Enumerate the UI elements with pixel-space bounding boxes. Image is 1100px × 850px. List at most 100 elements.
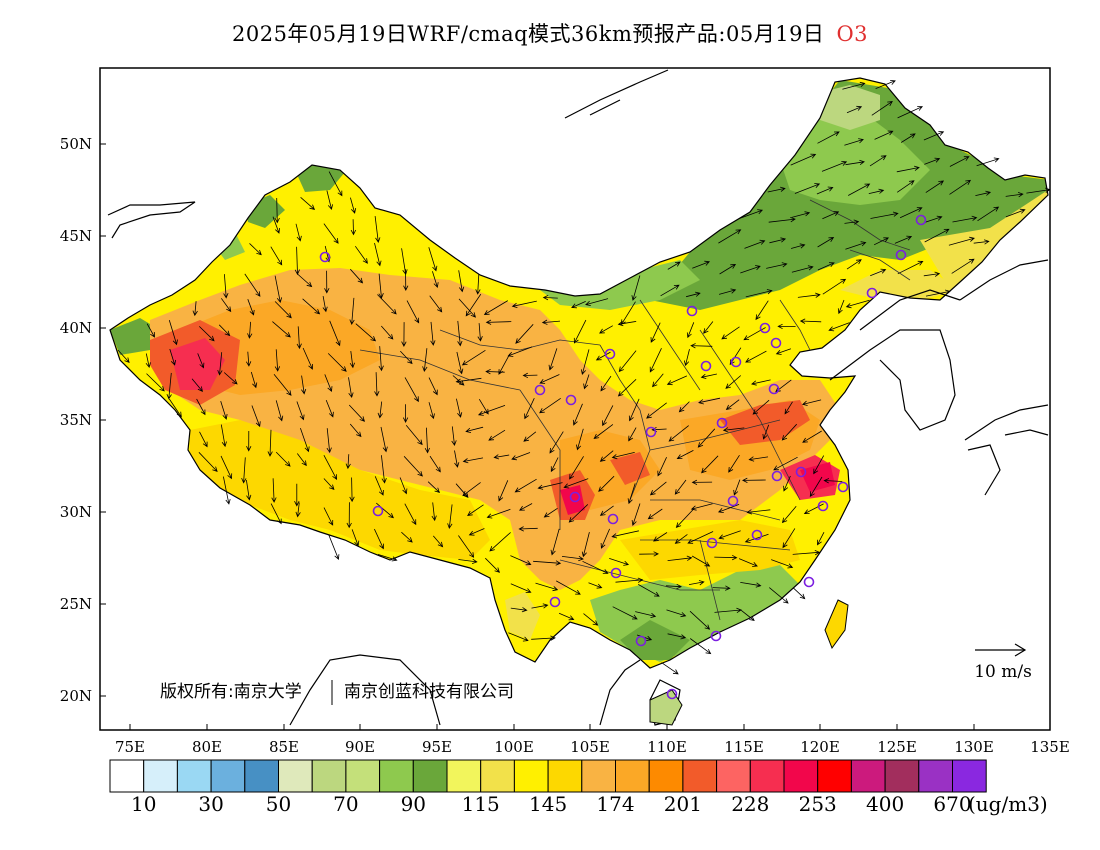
- city-marker: [610, 567, 622, 579]
- wind-arrow: [429, 295, 443, 313]
- wind-arrow: [198, 452, 218, 473]
- wind-arrow: [354, 245, 368, 264]
- city-marker: [751, 529, 763, 541]
- colorbar-label: 228: [731, 792, 769, 816]
- colorbar-unit: (ug/m3): [968, 792, 1048, 816]
- wind-arrow: [650, 322, 661, 343]
- copyright-text: 版权所有:南京大学: [160, 682, 302, 702]
- wind-arrow: [429, 455, 441, 473]
- wind-arrow: [767, 186, 786, 193]
- city-marker: [607, 513, 619, 525]
- colorbar-swatch: [581, 759, 616, 793]
- wind-arrow: [689, 638, 712, 655]
- wind-arrow: [270, 246, 283, 266]
- colorbar-swatch: [379, 759, 414, 793]
- wind-arrow: [405, 424, 423, 446]
- wind-arrow: [784, 401, 793, 415]
- wind-arrow: [725, 375, 742, 389]
- wind-arrow: [556, 580, 581, 595]
- colorbar-label: 50: [266, 792, 291, 816]
- wind-arrow: [422, 348, 428, 372]
- wind-arrow: [348, 377, 354, 399]
- wind-arrow: [424, 427, 430, 454]
- wind-arrow: [274, 197, 280, 224]
- wind-arrow: [274, 301, 292, 319]
- city-marker: [770, 337, 782, 349]
- wind-arrow: [549, 431, 564, 454]
- wind-arrow: [690, 503, 713, 511]
- colorbar-label: 30: [198, 792, 223, 816]
- city-marker: [319, 251, 331, 263]
- wind-arrow: [618, 350, 637, 373]
- wind-arrow: [511, 300, 537, 308]
- wind-arrow: [381, 455, 387, 484]
- wind-arrow: [600, 528, 610, 549]
- wind-arrow: [355, 323, 377, 342]
- wind-arrow: [498, 480, 509, 502]
- wind-arrow: [828, 322, 850, 332]
- wind-arrow: [270, 503, 282, 525]
- wind-arrow: [612, 606, 638, 620]
- wind-arrow: [349, 297, 355, 325]
- wind-arrow: [924, 228, 950, 243]
- wind-arrow: [223, 274, 229, 299]
- wind-arrow: [791, 211, 811, 218]
- wind-arrow: [274, 275, 283, 304]
- wind-arrow: [712, 585, 731, 591]
- wind-arrow: [272, 321, 291, 338]
- city-marker: [706, 537, 718, 549]
- wind-arrow: [599, 325, 613, 334]
- wind-arrow: [300, 427, 310, 453]
- wind-arrow: [462, 457, 484, 464]
- wind-arrow: [740, 582, 762, 588]
- wind-arrow: [294, 483, 300, 507]
- wind-arrow: [241, 457, 247, 484]
- wind-arrow: [722, 427, 745, 433]
- wind-arrow: [296, 326, 302, 350]
- city-marker: [866, 287, 878, 299]
- wind-arrow: [845, 299, 870, 309]
- wind-arrow: [247, 321, 253, 339]
- wind-arrow: [404, 377, 419, 403]
- wind-arrow: [740, 609, 755, 622]
- wind-arrow: [719, 263, 737, 275]
- wind-vector-field: [117, 80, 1050, 675]
- wind-arrow: [461, 349, 486, 366]
- city-marker: [372, 505, 384, 517]
- wind-arrow: [295, 502, 301, 518]
- colorbar-swatch: [311, 759, 347, 793]
- wind-arrow: [762, 424, 770, 440]
- wind-arrow: [489, 532, 511, 552]
- wind-arrow: [244, 273, 261, 297]
- wind-arrow: [896, 180, 915, 193]
- wind-arrow: [697, 428, 716, 448]
- colorbar-swatch: [143, 759, 178, 793]
- wind-arrow: [350, 219, 357, 236]
- wind-arrow: [871, 101, 893, 116]
- wind-arrow: [755, 300, 769, 321]
- wind-arrow: [752, 399, 770, 415]
- wind-arrow: [524, 398, 535, 420]
- wind-arrow: [973, 239, 990, 245]
- wind-arrow: [539, 374, 560, 384]
- wind-arrow: [273, 373, 292, 396]
- city-marker: [565, 394, 577, 406]
- wind-arrow: [401, 531, 413, 543]
- city-marker: [666, 688, 678, 700]
- colorbar-swatch: [480, 759, 515, 793]
- city-marker: [727, 495, 739, 507]
- wind-arrow: [802, 430, 822, 443]
- wind-arrow: [611, 530, 639, 539]
- wind-arrow: [456, 398, 463, 418]
- wind-arrow: [537, 482, 563, 490]
- city-markers: [319, 214, 927, 700]
- wind-arrow: [400, 350, 413, 365]
- wind-arrow: [569, 456, 584, 480]
- wind-arrow: [573, 319, 587, 344]
- wind-arrow: [646, 402, 667, 419]
- wind-arrow: [271, 478, 277, 503]
- wind-arrow: [542, 295, 558, 301]
- lon-label: 80E: [192, 738, 222, 756]
- wind-arrow: [267, 429, 273, 457]
